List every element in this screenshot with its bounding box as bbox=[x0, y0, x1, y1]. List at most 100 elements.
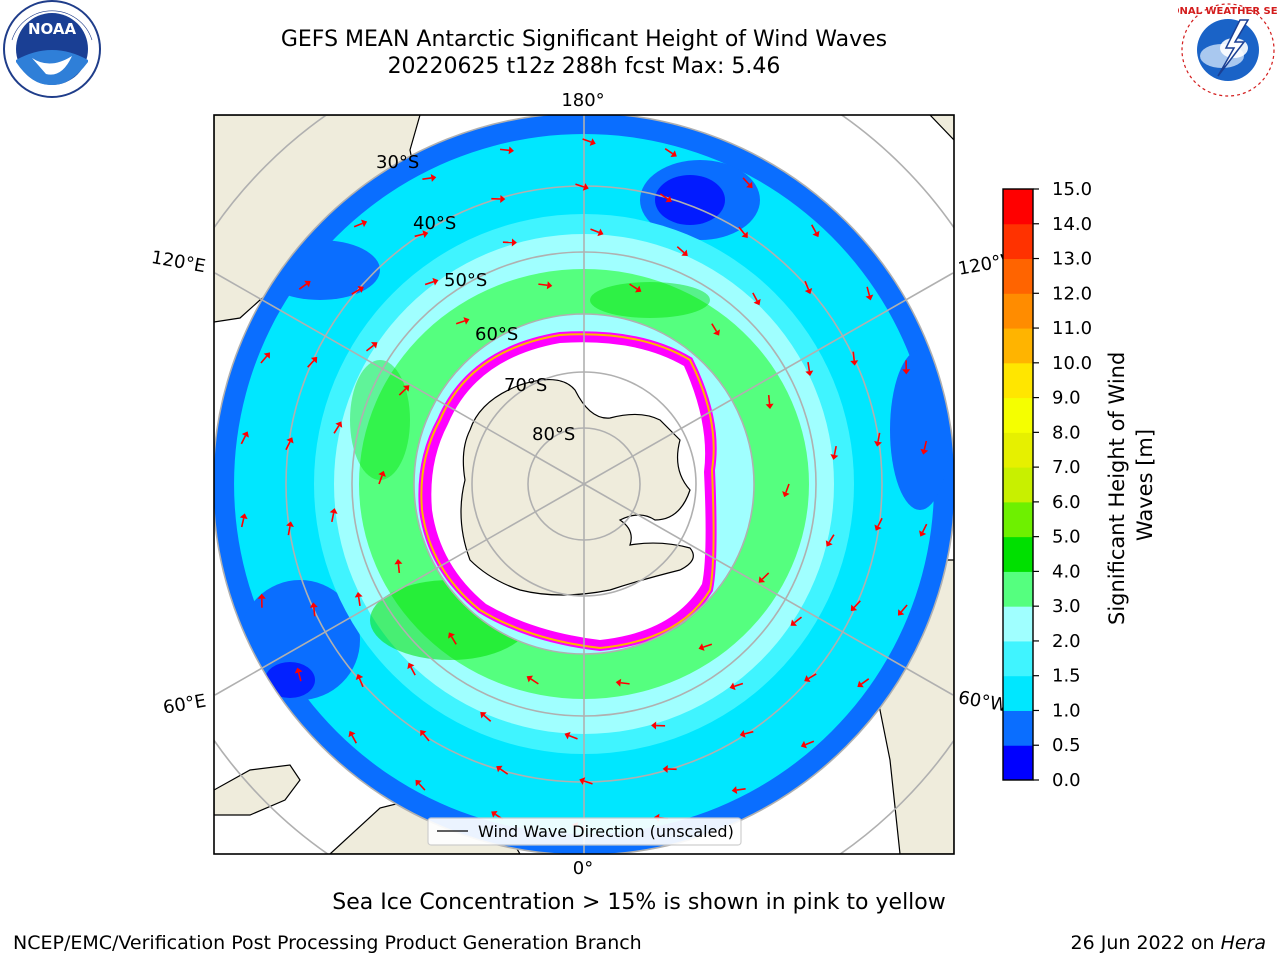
wind-arrow-head bbox=[422, 230, 429, 238]
colorbar-segment bbox=[1003, 606, 1033, 642]
wind-arrow-head bbox=[355, 673, 364, 681]
wind-arrow-head bbox=[491, 810, 498, 818]
wind-arrow-shaft bbox=[499, 768, 509, 775]
wind-arrow-shaft bbox=[450, 636, 457, 645]
wind-arrow-head bbox=[920, 448, 929, 455]
wind-arrow-head bbox=[897, 609, 905, 616]
wind-arrow-shaft bbox=[530, 678, 539, 685]
colorbar-tick-label: 5.0 bbox=[1052, 527, 1081, 548]
wind-arrow-head bbox=[564, 731, 571, 740]
wind-arrow-head bbox=[665, 195, 672, 203]
wind-arrow-shaft bbox=[422, 733, 430, 742]
wind-arrow-head bbox=[765, 403, 774, 409]
wind-arrow-shaft bbox=[785, 483, 790, 493]
map-legend: Wind Wave Direction (unscaled) bbox=[427, 817, 742, 846]
colorbar-label: Significant Height of Wind Waves [m] bbox=[1105, 345, 1157, 625]
colorbar-tick-label: 1.0 bbox=[1052, 700, 1081, 721]
footer-credit: NCEP/EMC/Verification Post Processing Pr… bbox=[13, 932, 642, 954]
wind-wave-arrows bbox=[239, 138, 929, 830]
wind-arrow-head bbox=[681, 249, 688, 256]
wind-arrow-shaft bbox=[742, 177, 750, 186]
wind-arrow-shaft bbox=[365, 344, 375, 352]
wind-arrow-shaft bbox=[358, 678, 364, 688]
wind-arrow-shaft bbox=[313, 607, 316, 617]
colorbar-tick-label: 8.0 bbox=[1052, 422, 1081, 443]
wind-arrow-head bbox=[286, 521, 294, 527]
wind-arrow-head bbox=[825, 540, 833, 547]
wind-arrow-head bbox=[731, 786, 738, 795]
wind-arrow-shaft bbox=[297, 672, 302, 682]
wind-arrow-head bbox=[857, 680, 864, 688]
wind-arrow-head bbox=[805, 370, 814, 377]
wind-arrow-head bbox=[394, 559, 403, 565]
wind-arrow-head bbox=[294, 667, 303, 674]
wind-arrow-shaft bbox=[418, 782, 426, 791]
map-frame bbox=[213, 114, 955, 855]
wind-arrow-head bbox=[597, 228, 604, 237]
wind-arrow-shaft bbox=[422, 177, 432, 180]
wind-arrow-shaft bbox=[703, 643, 713, 648]
wind-arrow-shaft bbox=[455, 320, 465, 325]
colorbar-segment bbox=[1003, 293, 1033, 329]
wind-arrow-shaft bbox=[833, 445, 837, 456]
colorbar-segment bbox=[1003, 467, 1033, 503]
colorbar-segment bbox=[1003, 640, 1033, 677]
wind-arrow-shaft bbox=[676, 246, 685, 254]
wind-arrow-head bbox=[804, 675, 811, 682]
colorbar-segment bbox=[1003, 362, 1033, 399]
lon-label-120e: 120°E bbox=[150, 247, 208, 277]
colorbar-tick-label: 12.0 bbox=[1052, 283, 1092, 304]
wind-arrow-shaft bbox=[853, 600, 861, 608]
colorbar-segment bbox=[1003, 710, 1033, 746]
colorbar-tick-label: 15.0 bbox=[1052, 179, 1092, 200]
colorbar-tick-label: 14.0 bbox=[1052, 214, 1092, 235]
wind-arrow-head bbox=[526, 675, 534, 683]
wind-arrow-shaft bbox=[744, 730, 754, 735]
wind-arrow-head bbox=[357, 286, 364, 293]
nws-logo: NATIONAL WEATHER SERVICE bbox=[1178, 3, 1278, 97]
colorbar-segment bbox=[1003, 571, 1033, 607]
wind-arrow-head bbox=[902, 369, 911, 375]
wind-arrow-head bbox=[830, 454, 839, 460]
colorbar-segment bbox=[1003, 501, 1033, 538]
wind-arrow-shaft bbox=[590, 228, 600, 234]
colorbar-segment bbox=[1003, 328, 1033, 364]
lat-label-60s: 60°S bbox=[475, 324, 518, 345]
wind-arrow-shaft bbox=[852, 351, 855, 361]
wind-arrow-shaft bbox=[575, 183, 585, 188]
colorbar-tick-label: 6.0 bbox=[1052, 492, 1081, 513]
wind-arrow-head bbox=[741, 231, 748, 239]
wind-arrow-shaft bbox=[538, 283, 548, 287]
wind-arrow-shaft bbox=[807, 362, 811, 372]
wind-arrow-head bbox=[310, 356, 318, 364]
map-content bbox=[214, 115, 954, 854]
wind-arrow-head bbox=[662, 765, 668, 774]
wind-arrow-head bbox=[329, 508, 338, 514]
wind-arrow-shaft bbox=[793, 616, 803, 624]
wind-arrow-shaft bbox=[568, 734, 578, 740]
colorbar-segment bbox=[1003, 223, 1033, 260]
wind-arrow-shaft bbox=[734, 682, 744, 688]
wind-arrow-head bbox=[304, 280, 311, 288]
wind-arrow-shaft bbox=[811, 224, 817, 234]
wind-arrow-head bbox=[634, 285, 642, 293]
colorbar-tick-label: 11.0 bbox=[1052, 318, 1092, 339]
colorbar-tick-label: 0.0 bbox=[1052, 770, 1081, 791]
wind-arrow-shaft bbox=[410, 666, 416, 676]
wind-arrow-shaft bbox=[353, 222, 363, 228]
wind-arrow-head bbox=[354, 591, 363, 598]
lon-label-180: 180° bbox=[561, 90, 604, 111]
wind-arrow-head bbox=[758, 576, 766, 583]
legend-label: Wind Wave Direction (unscaled) bbox=[478, 822, 734, 841]
wind-arrow-head bbox=[589, 138, 596, 146]
wind-arrow-head bbox=[919, 530, 927, 537]
wind-arrow-shaft bbox=[738, 226, 746, 235]
wind-arrow-shaft bbox=[287, 526, 291, 536]
wind-arrow-shaft bbox=[629, 283, 638, 290]
colorbar-segment bbox=[1003, 675, 1033, 711]
wind-arrow-head bbox=[420, 729, 427, 737]
wind-arrow-shaft bbox=[378, 475, 383, 485]
wind-arrow-head bbox=[348, 730, 356, 738]
colorbar-tick-label: 4.0 bbox=[1052, 561, 1081, 582]
wind-arrow-head bbox=[511, 238, 517, 247]
